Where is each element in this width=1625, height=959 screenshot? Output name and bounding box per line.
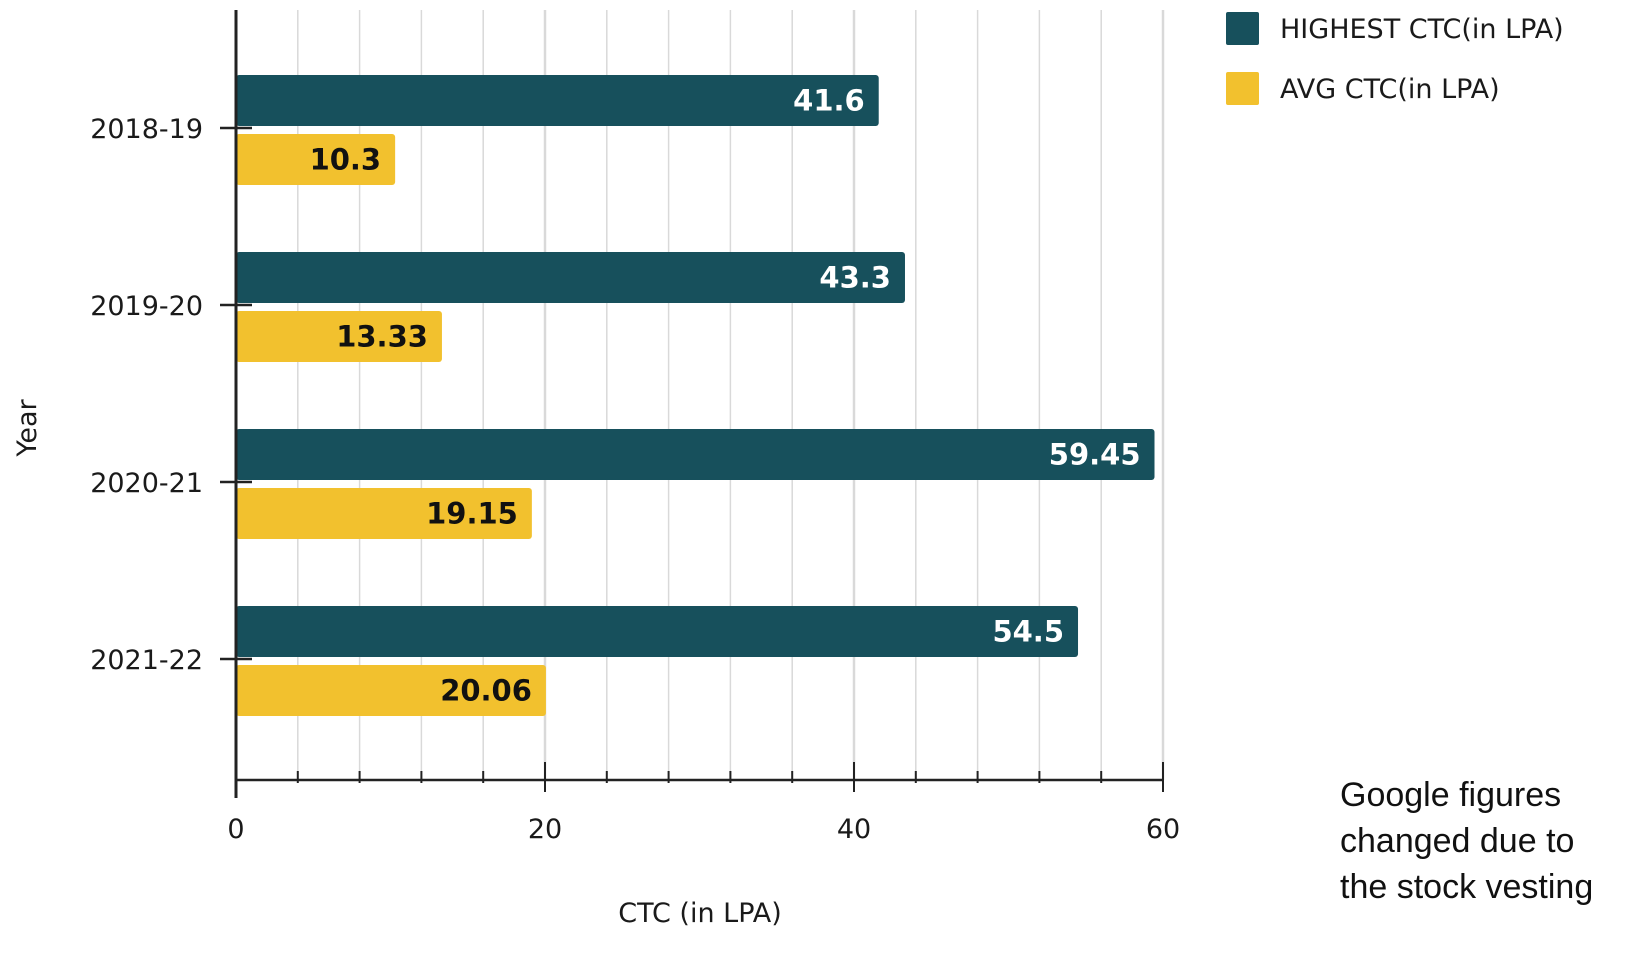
data-label: 43.3: [819, 261, 891, 295]
legend-swatch: [1226, 72, 1259, 105]
data-label: 10.3: [310, 143, 382, 177]
bar-avg-2020-21: [236, 488, 532, 539]
legend-label: AVG CTC(in LPA): [1280, 74, 1500, 105]
bar-highest-2020-21: [236, 429, 1155, 480]
x-tick-label: 20: [528, 814, 562, 845]
legend: HIGHEST CTC(in LPA) AVG CTC(in LPA): [1226, 12, 1564, 105]
data-label: 54.5: [992, 615, 1064, 649]
annotation-note: Google figures changed due to the stock …: [1340, 776, 1594, 906]
bar-highest-2019-20: [236, 252, 905, 303]
y-tick-label: 2018-19: [90, 114, 203, 145]
y-tick-label: 2019-20: [90, 291, 203, 322]
bar-highest-2018-19: [236, 75, 879, 126]
y-tick-label: 2020-21: [90, 468, 203, 499]
y-tick-label: 2021-22: [90, 645, 203, 676]
bars: 41.6 10.3 43.3 13.33 59.45 19.15 54.5 20.06: [236, 75, 1155, 716]
legend-swatch: [1226, 12, 1259, 45]
data-label: 20.06: [440, 674, 532, 708]
x-tick-label: 40: [837, 814, 871, 845]
bar-highest-2021-22: [236, 606, 1079, 657]
y-axis-title: Year: [12, 399, 43, 458]
x-axis-title: CTC (in LPA): [618, 898, 782, 929]
bar-avg-2021-22: [236, 665, 546, 716]
x-tick-label: 60: [1146, 814, 1180, 845]
x-tick-label: 0: [227, 814, 244, 845]
data-label: 41.6: [793, 84, 865, 118]
data-label: 59.45: [1049, 438, 1141, 472]
bar-avg-2018-19: [236, 134, 396, 185]
data-label: 19.15: [426, 497, 518, 531]
data-label: 13.33: [336, 320, 428, 354]
axes: 0 20 40 60 2018-19 2019-20 2020-21 2021-22: [90, 10, 1180, 845]
bar-avg-2019-20: [236, 311, 442, 362]
legend-label: HIGHEST CTC(in LPA): [1280, 14, 1564, 45]
